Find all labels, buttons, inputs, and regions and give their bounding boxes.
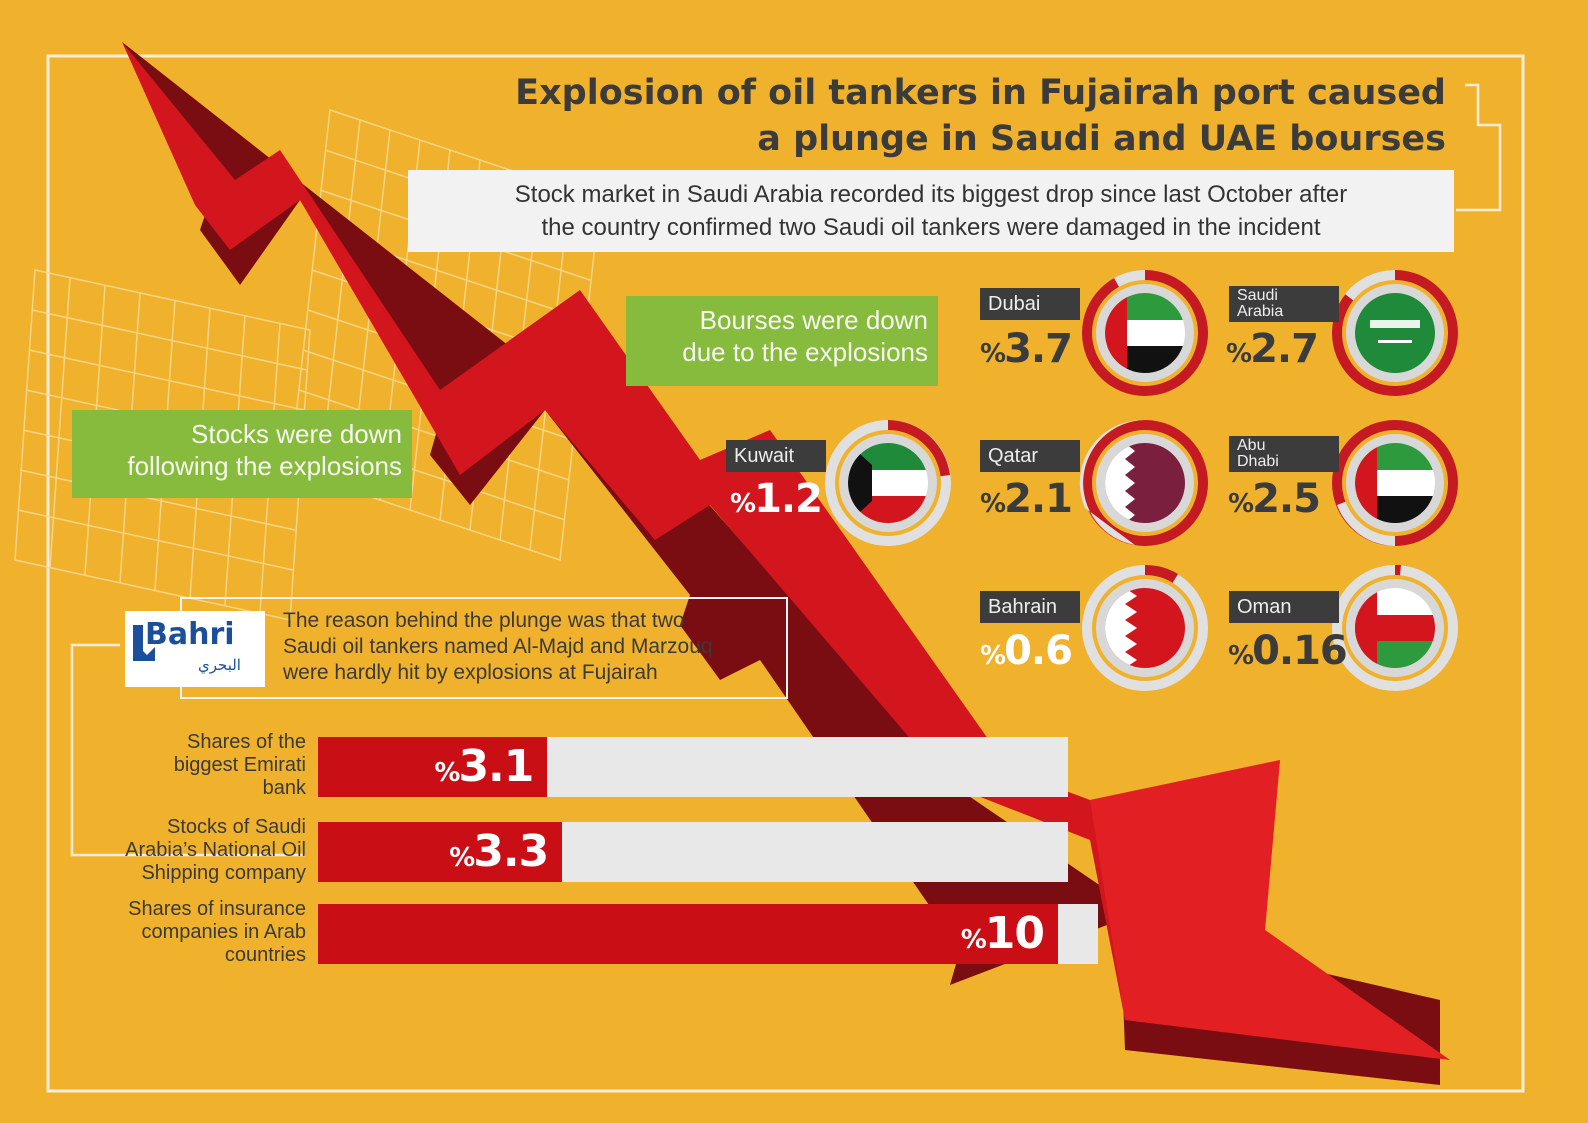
- market-value-qatar: %2.1: [980, 476, 1073, 522]
- stocks-callout-line-1: Stocks were down: [191, 419, 402, 449]
- reason-line-3: were hardly hit by explosions at Fujaira…: [283, 661, 658, 684]
- bar-value: %3.3: [449, 826, 549, 877]
- value-number: 3.3: [473, 826, 549, 877]
- kuwait-flag-icon: [848, 443, 928, 523]
- qatar-ring: [1079, 419, 1208, 546]
- subtitle-line-1: Stock market in Saudi Arabia recorded it…: [514, 181, 1348, 208]
- bar-value: %10: [960, 908, 1045, 959]
- subtitle-line-2: the country confirmed two Saudi oil tank…: [541, 214, 1321, 241]
- bar-fill: %3.3: [318, 822, 563, 882]
- value-number: 3.7: [1004, 326, 1073, 372]
- bar-track-insurance: %10: [318, 904, 1098, 964]
- page-title: Explosion of oil tankers in Fujairah por…: [446, 70, 1446, 162]
- market-value-dubai: %3.7: [980, 326, 1073, 372]
- bahri-logo-text: Bahri: [145, 617, 235, 652]
- bahrain-flag-icon: [1105, 588, 1185, 668]
- label-line-1: Abu: [1237, 437, 1266, 454]
- dubai-ring: [1082, 269, 1208, 396]
- value-number: 3.1: [458, 741, 534, 792]
- label-line-1: Shares of insurance: [128, 898, 306, 920]
- reason-line-2: Saudi oil tankers named Al-Majd and Marz…: [283, 635, 713, 658]
- market-label-kuwait: Kuwait: [726, 440, 826, 472]
- label-line-2: Arabia’s National Oil: [125, 839, 306, 861]
- bar-label-insurance: Shares of insurance companies in Arab co…: [76, 898, 306, 967]
- market-value-abu-dhabi: %2.5: [1228, 476, 1321, 522]
- label-line-3: bank: [262, 777, 306, 799]
- label-line-3: Shipping company: [141, 862, 306, 884]
- bar-value: %3.1: [434, 741, 534, 792]
- percent-sign: %: [434, 758, 460, 788]
- bourses-callout-line-2: due to the explosions: [682, 337, 928, 367]
- value-number: 2.5: [1252, 476, 1321, 522]
- value-number: 0.6: [1004, 628, 1073, 674]
- uae-flag-icon: [1105, 293, 1185, 373]
- saudi-ring: [1332, 269, 1458, 396]
- qatar-flag-icon: [1105, 443, 1185, 523]
- red-arrow-shadow: [122, 42, 1440, 1085]
- stocks-callout: Stocks were down following the explosion…: [72, 410, 412, 498]
- bahrain-ring: [1082, 564, 1208, 691]
- reason-line-1: The reason behind the plunge was that tw…: [283, 609, 685, 632]
- market-label-qatar: Qatar: [980, 440, 1080, 472]
- percent-sign: %: [980, 339, 1006, 369]
- bourses-callout-line-1: Bourses were down: [699, 305, 928, 335]
- market-label-dubai: Dubai: [980, 288, 1080, 320]
- uae-flag-icon: [1355, 443, 1435, 523]
- label-line-2: Dhabi: [1237, 453, 1279, 470]
- market-value-kuwait: %1.2: [730, 476, 823, 522]
- bahri-logo-arabic: البحري: [198, 657, 241, 674]
- abu-dhabi-ring: [1332, 420, 1458, 546]
- market-value-bahrain: %0.6: [980, 628, 1073, 674]
- percent-sign: %: [449, 843, 475, 873]
- percent-sign: %: [730, 489, 756, 519]
- label-line-2: companies in Arab: [141, 921, 306, 943]
- subtitle: Stock market in Saudi Arabia recorded it…: [408, 170, 1454, 244]
- bar-track-national-shipping: %3.3: [318, 822, 1068, 882]
- bahri-logo: [125, 611, 265, 687]
- label-line-2: biggest Emirati: [173, 754, 306, 776]
- bar-label-emirati-bank: Shares of the biggest Emirati bank: [76, 731, 306, 800]
- label-line-2: Arabia: [1237, 303, 1284, 320]
- label-line-3: countries: [224, 944, 306, 966]
- kuwait-ring: [825, 420, 951, 546]
- title-line-1: Explosion of oil tankers in Fujairah por…: [515, 73, 1446, 113]
- value-number: 2.7: [1250, 326, 1319, 372]
- market-label-abu-dhabi: Abu Dhabi: [1229, 436, 1339, 472]
- oman-ring: [1332, 564, 1458, 691]
- saudi-flag-icon: [1355, 293, 1435, 373]
- stocks-callout-line-2: following the explosions: [127, 451, 402, 481]
- percent-sign: %: [980, 489, 1006, 519]
- market-label-oman: Oman: [1229, 591, 1339, 623]
- title-line-2: a plunge in Saudi and UAE bourses: [757, 119, 1446, 159]
- oman-flag-icon: [1355, 588, 1435, 668]
- market-value-oman: %0.16: [1228, 628, 1348, 674]
- frame-border: [46, 54, 1525, 1093]
- percent-sign: %: [980, 641, 1006, 671]
- bar-fill: %3.1: [318, 737, 548, 797]
- value-number: 0.16: [1252, 628, 1348, 674]
- value-number: 1.2: [754, 476, 823, 522]
- bahri-mark-icon: [133, 625, 155, 661]
- value-number: 10: [984, 908, 1045, 959]
- percent-sign: %: [1228, 489, 1254, 519]
- value-number: 2.1: [1004, 476, 1073, 522]
- subtitle-box: Stock market in Saudi Arabia recorded it…: [408, 170, 1454, 252]
- label-line-1: Shares of the: [187, 731, 306, 753]
- bar-label-national-shipping: Stocks of Saudi Arabia’s National Oil Sh…: [76, 816, 306, 885]
- percent-sign: %: [1226, 339, 1252, 369]
- label-line-1: Stocks of Saudi: [167, 816, 306, 838]
- percent-sign: %: [960, 925, 987, 955]
- percent-sign: %: [1228, 641, 1254, 671]
- bar-track-emirati-bank: %3.1: [318, 737, 1068, 797]
- label-line-1: Saudi: [1237, 287, 1278, 304]
- market-label-bahrain: Bahrain: [980, 591, 1080, 623]
- market-label-saudi: Saudi Arabia: [1229, 286, 1339, 322]
- bar-fill: %10: [318, 904, 1058, 964]
- market-value-saudi: %2.7: [1226, 326, 1319, 372]
- reason-text: The reason behind the plunge was that tw…: [283, 608, 793, 686]
- bourses-callout: Bourses were down due to the explosions: [626, 296, 938, 386]
